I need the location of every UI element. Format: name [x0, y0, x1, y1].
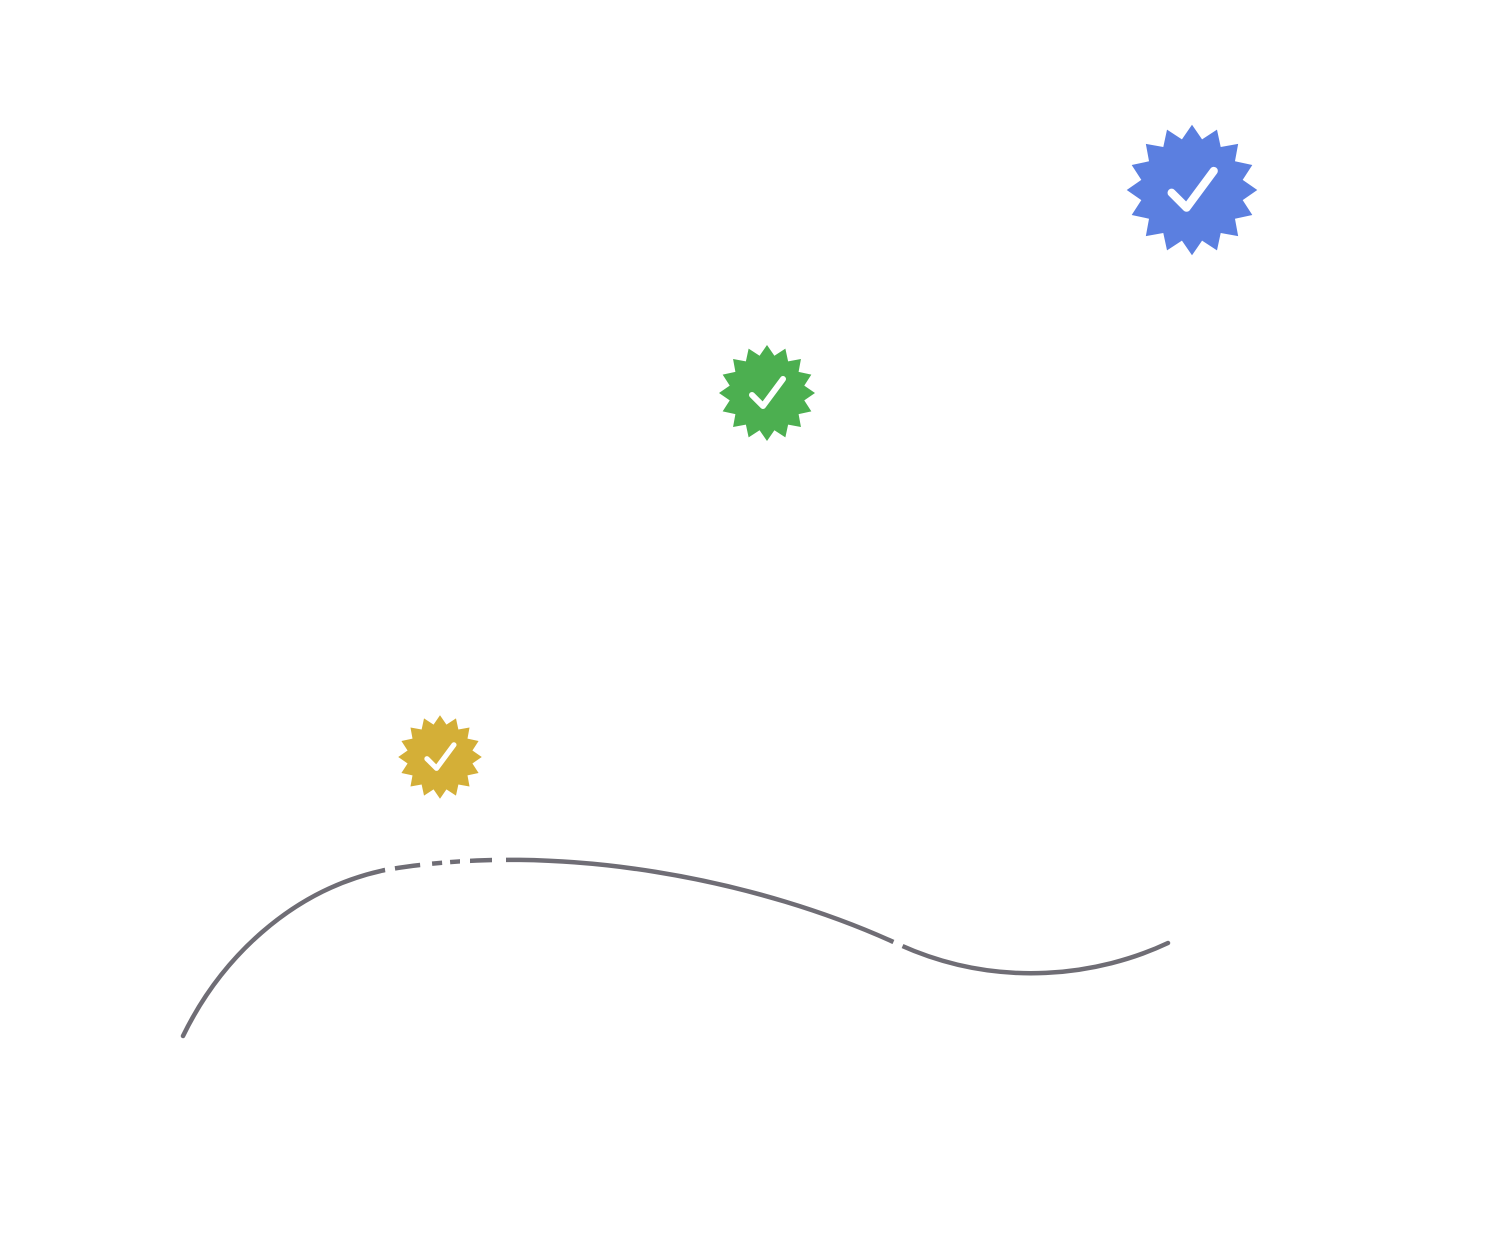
check-mark-icon [424, 742, 457, 771]
badge-star-shape [1126, 124, 1258, 256]
badge-star-shape [398, 715, 482, 799]
wavy-curve-line [180, 857, 1171, 1039]
check-mark-icon [1167, 166, 1218, 212]
verified-badge-icon [398, 715, 482, 799]
curve-gap-marks [384, 852, 906, 952]
verified-badge-icon [719, 345, 815, 441]
badge-star-shape [719, 345, 815, 441]
check-mark-icon [749, 376, 786, 409]
verified-badge-icon [1126, 124, 1258, 256]
